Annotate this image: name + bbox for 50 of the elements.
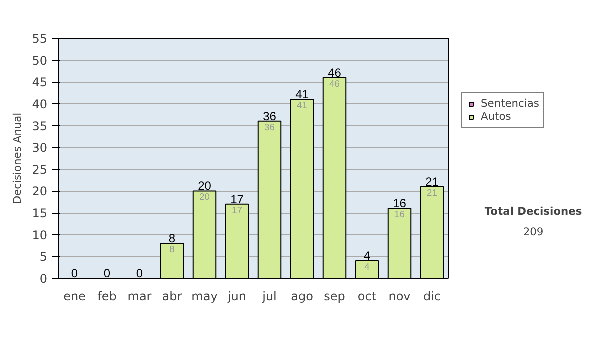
y-tick-label: 0 [40, 272, 48, 286]
data-label: 8 [170, 244, 175, 255]
x-tick-label: ago [291, 290, 314, 304]
total-label: 0 [71, 266, 78, 280]
legend-label: Sentencias [481, 97, 540, 110]
x-tick-label: dic [423, 290, 442, 304]
total-label: 4 [364, 249, 371, 264]
data-label: 20 [200, 192, 210, 202]
total-label: 20 [198, 179, 212, 194]
y-tick-label: 25 [32, 162, 48, 177]
text: Total Decisiones [484, 205, 582, 218]
y-tick-label: 30 [32, 141, 48, 156]
y-tick-label: 45 [32, 76, 48, 90]
total-label: 8 [168, 232, 176, 246]
data-label: 21 [427, 188, 438, 198]
data-label: 46 [330, 78, 340, 89]
x-tick-label: abr [162, 290, 182, 304]
data-label: 4 [364, 262, 370, 272]
y-tick-label: 35 [32, 119, 48, 134]
y-tick-label: 40 [32, 97, 48, 112]
total-label: 36 [263, 109, 277, 124]
y-tick-label: 10 [32, 228, 48, 242]
data-label: 36 [264, 122, 275, 132]
total-label: 41 [296, 88, 310, 102]
y-tick-label: 50 [32, 54, 48, 68]
y-tick-label: 20 [32, 184, 48, 199]
x-tick-label: mar [128, 290, 152, 304]
y-tick-label: 5 [40, 250, 48, 264]
total-label: 46 [328, 66, 342, 80]
x-tick-label: ene [64, 290, 86, 304]
x-tick-label: feb [98, 290, 117, 304]
total-label: 16 [393, 196, 407, 211]
data-label: 41 [297, 100, 308, 111]
y-tick-label: 15 [32, 206, 48, 221]
x-tick-label: jun [226, 290, 247, 304]
x-tick-label: sep [324, 290, 346, 304]
x-tick-label: nov [388, 290, 411, 304]
data-label: 16 [394, 210, 405, 220]
total-label: 0 [136, 266, 144, 280]
total-label: 0 [104, 266, 111, 280]
x-tick-label: oct [358, 290, 377, 304]
y-axis-title: Decisiones Anual [11, 112, 24, 204]
total-label: 21 [426, 174, 440, 189]
legend-label: Autos [481, 110, 512, 123]
data-label: 17 [232, 205, 242, 216]
x-tick-label: jul [262, 290, 277, 304]
total-label: 17 [230, 192, 244, 206]
y-tick-label: 55 [32, 32, 48, 46]
text: 209 [523, 226, 544, 238]
x-tick-label: may [192, 290, 218, 304]
